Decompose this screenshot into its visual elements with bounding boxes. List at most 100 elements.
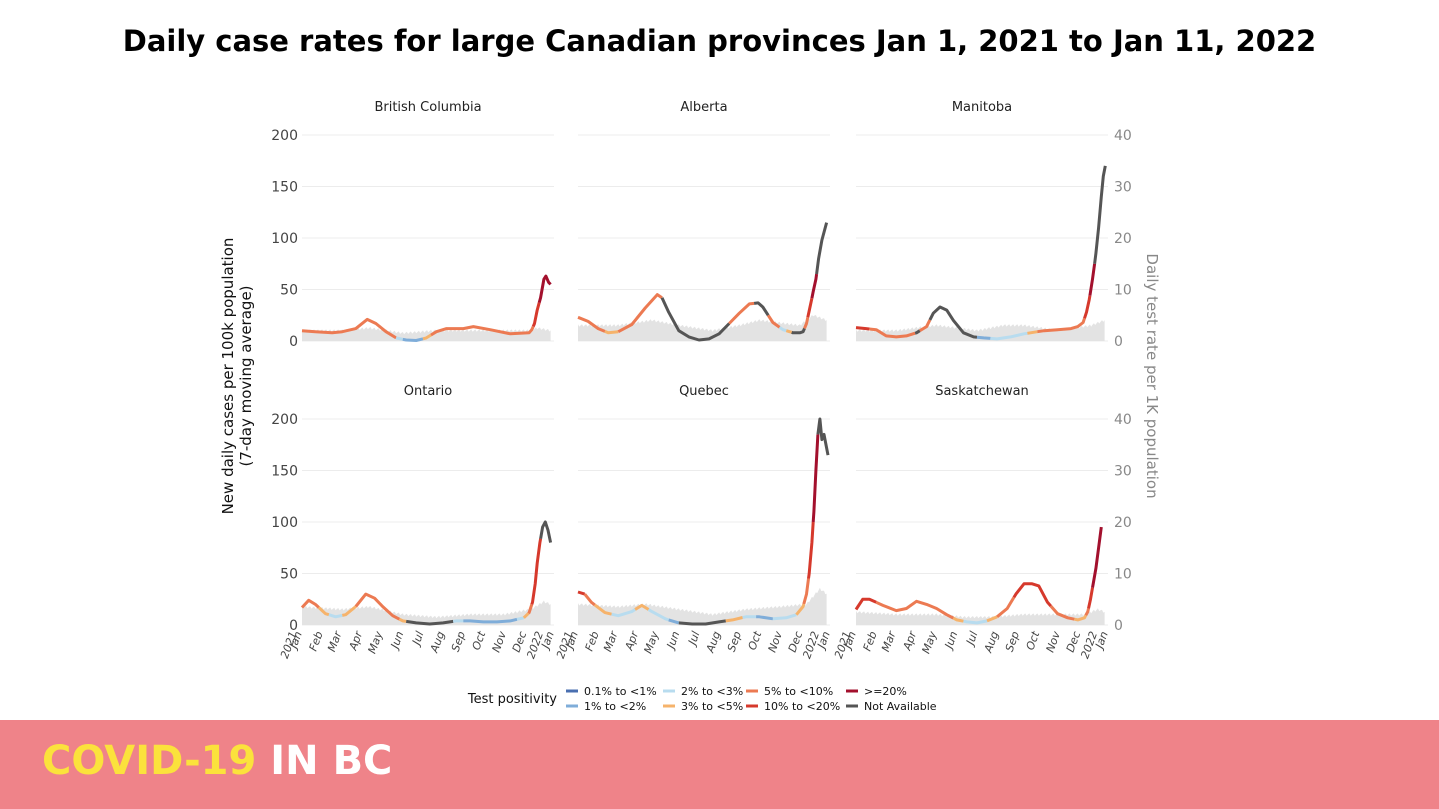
x-tick-saskatchewan-8: Aug [981, 630, 1001, 656]
x-tick-ontario-11: Nov [490, 629, 510, 654]
case-line-segment-alberta-5 [753, 301, 770, 317]
x-tick-ontario-7: Jul [409, 630, 426, 649]
legend-label-20: >=20% [864, 685, 907, 698]
case-line-segment-quebec-12 [795, 603, 806, 616]
case-line-segment-ontario-1 [317, 606, 330, 617]
x-tick-ontario-2: Feb [307, 630, 326, 653]
case-line-segment-quebec-3 [611, 608, 636, 618]
case-line-segment-saskatchewan-3 [963, 619, 988, 625]
case-line-segment-quebec-11 [772, 613, 797, 621]
x-tick-saskatchewan-6: Jun [942, 630, 961, 653]
case-line-segment-saskatchewan-6 [1012, 582, 1053, 608]
case-line-segment-ontario-6 [405, 619, 454, 626]
logo-part-in-bc: IN BC [270, 738, 393, 784]
x-tick-saskatchewan-2: Feb [861, 630, 880, 653]
y-tick-left-british-columbia-50: 50 [280, 283, 298, 299]
case-line-segment-quebec-13 [802, 578, 810, 605]
legend-label-3-to-5: 3% to <5% [681, 700, 743, 713]
x-tick-saskatchewan-3: Mar [879, 628, 899, 653]
case-line-segment-alberta-6 [766, 314, 781, 329]
y-tick-left-ontario-200: 200 [271, 412, 298, 428]
case-line-segment-alberta-8 [785, 329, 793, 334]
x-tick-ontario-1: Jan [286, 630, 305, 652]
case-line-segment-quebec-5 [647, 608, 670, 622]
case-line-segment-quebec-4 [634, 603, 650, 611]
x-tick-saskatchewan-14: Jan [1092, 630, 1111, 652]
y-axis-label-right: Daily test rate per 1K population [1143, 253, 1161, 498]
y-tick-left-british-columbia-0: 0 [289, 334, 298, 350]
case-line-segment-british-columbia-5 [531, 302, 541, 328]
y-axis-label-left-line1: New daily cases per 100k population [219, 238, 237, 515]
case-line-segment-alberta-0 [577, 315, 606, 333]
case-line-segment-manitoba-4 [928, 305, 978, 339]
case-line-segment-quebec-8 [725, 616, 743, 623]
y-tick-right-manitoba-40: 40 [1114, 128, 1132, 144]
case-line-segment-alberta-11 [806, 297, 814, 318]
x-tick-saskatchewan-7: Jul [963, 630, 980, 649]
x-tick-saskatchewan-5: May [919, 629, 939, 655]
legend-label-not-available: Not Available [864, 700, 937, 713]
case-line-segment-manitoba-8 [1037, 317, 1086, 334]
y-tick-right-saskatchewan-20: 20 [1114, 515, 1132, 531]
x-tick-quebec-6: Jun [664, 630, 683, 653]
case-line-segment-saskatchewan-4 [986, 615, 998, 623]
case-line-segment-british-columbia-4 [430, 325, 535, 337]
test-rate-area-british-columbia [302, 327, 551, 341]
case-line-segment-manitoba-1 [869, 327, 916, 339]
y-tick-left-british-columbia-150: 150 [271, 180, 298, 196]
faceted-line-chart: British Columbia Alberta Manitoba Ontario Qu… [219, 100, 1161, 713]
case-line-segment-ontario-5 [398, 617, 407, 623]
case-line-segment-ontario-7 [452, 619, 464, 623]
case-line-segment-saskatchewan-2 [952, 616, 964, 623]
case-line-segment-british-columbia-6 [537, 274, 552, 304]
case-line-segment-ontario-12 [530, 538, 543, 605]
x-tick-quebec-5: May [641, 629, 661, 655]
case-line-segment-british-columbia-3 [422, 333, 432, 341]
panel-manitoba: Manitoba [855, 100, 1108, 342]
case-line-segment-alberta-3 [660, 297, 731, 342]
case-line-segment-alberta-1 [604, 330, 619, 335]
slide-title: Daily case rates for large Canadian prov… [122, 24, 1317, 58]
case-line-segment-quebec-10 [756, 615, 774, 621]
case-line-segment-ontario-9 [516, 616, 525, 621]
x-tick-ontario-6: Jun [388, 630, 407, 653]
x-tick-quebec-8: Aug [703, 630, 723, 656]
case-line-segment-manitoba-2 [914, 329, 921, 335]
case-line-segment-alberta-7 [778, 326, 787, 333]
x-tick-quebec-1: Jan [562, 630, 581, 652]
case-line-segment-alberta-12 [810, 273, 819, 299]
panel-ontario: Ontario [300, 384, 554, 626]
legend-label-5-to-10: 5% to <10% [764, 685, 833, 698]
panel-title-saskatchewan: Saskatchewan [935, 384, 1029, 399]
x-tick-quebec-14: Jan [814, 630, 833, 652]
panel-title-ontario: Ontario [404, 384, 452, 399]
case-line-segment-saskatchewan-0 [854, 597, 877, 611]
case-line-segment-saskatchewan-8 [1074, 614, 1088, 622]
case-line-segment-quebec-2 [593, 603, 612, 616]
case-line-segment-quebec-7 [678, 619, 727, 626]
y-tick-right-manitoba-20: 20 [1114, 231, 1132, 247]
case-line-segment-alberta-13 [815, 222, 829, 275]
case-line-segment-alberta-9 [791, 327, 806, 335]
footer-band [0, 720, 1439, 809]
x-tick-ontario-4: Apr [346, 628, 366, 653]
case-line-segment-ontario-10 [522, 612, 530, 619]
x-tick-quebec-2: Feb [583, 630, 602, 653]
legend-label-2-to-3: 2% to <3% [681, 685, 743, 698]
y-tick-left-ontario-150: 150 [271, 464, 298, 480]
case-line-segment-quebec-1 [583, 593, 596, 607]
y-tick-left-ontario-50: 50 [280, 567, 298, 583]
panel-title-british-columbia: British Columbia [374, 100, 481, 115]
test-rate-area-alberta [578, 315, 827, 341]
legend-label-1-to-2: 1% to <2% [584, 700, 646, 713]
test-rate-area-manitoba [856, 320, 1105, 341]
case-line-segment-ontario-13 [539, 520, 553, 543]
x-tick-saskatchewan-10: Oct [1024, 629, 1043, 652]
case-line-segment-alberta-10 [803, 316, 810, 329]
case-line-segment-quebec-15 [811, 434, 820, 523]
case-line-segment-british-columbia-2 [402, 337, 424, 342]
case-line-segment-quebec-16 [816, 417, 830, 456]
x-tick-ontario-3: Mar [325, 628, 345, 653]
case-line-segment-ontario-8 [463, 617, 518, 624]
y-tick-right-saskatchewan-10: 10 [1114, 567, 1132, 583]
